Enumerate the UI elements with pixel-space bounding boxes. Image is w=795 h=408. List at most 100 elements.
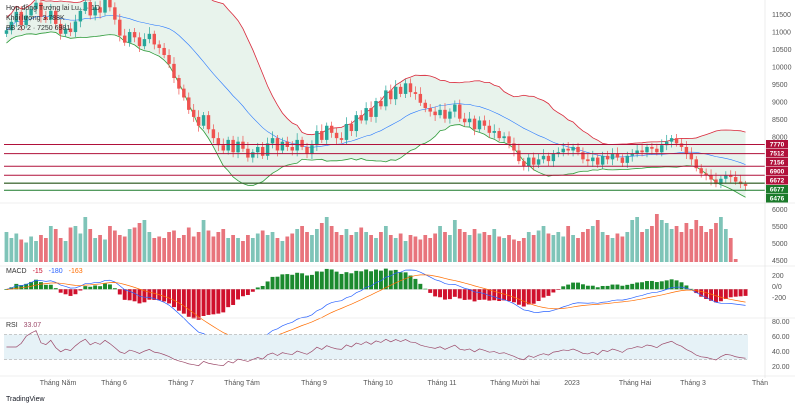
candle-body [640,150,644,153]
candle-body [660,145,664,153]
candle [610,148,615,166]
candle-body [108,0,112,8]
macd-histogram-bar [507,289,512,302]
macd-value-2: -180 [48,268,63,275]
candle-body [305,146,309,155]
macd-histogram-bar [68,289,73,296]
volume-bar [369,235,373,262]
price-tag [766,158,788,167]
macd-histogram-bar [83,286,88,290]
volume-bar [413,236,418,262]
macd-axis-label: -200 [772,295,786,302]
macd-histogram-bar [694,289,699,294]
macd-histogram-bar [359,271,364,290]
candle-body [191,109,196,117]
candle-body [704,173,708,176]
macd-histogram-bar [659,281,664,290]
price-axis-label: 11500 [772,12,791,19]
volume-bar [181,235,186,262]
candle [24,8,28,29]
macd-histogram-bar [576,282,580,290]
macd-histogram-bar [605,285,610,290]
volume-bar [595,220,600,262]
candle-body [152,33,157,45]
candle [29,5,33,20]
macd-histogram-bar [98,286,103,290]
candle-body [625,155,630,163]
candle [4,27,9,38]
volume-bar [605,235,610,262]
candle-body [98,7,102,13]
volume-bar [34,241,38,262]
volume-bar [507,235,511,262]
candle-body [118,19,122,36]
rsi-value: 33.07 [23,322,42,329]
candle [669,134,674,148]
rsi-axis-label: 20.00 [772,364,790,371]
candle [83,0,88,15]
candle-body [433,111,437,116]
candle [216,132,221,152]
candle-body [492,131,496,133]
volume-bar [117,235,122,262]
macd-histogram-bar [196,289,201,320]
volume-bar [669,229,674,262]
candle [182,84,186,101]
macd-histogram-bar [369,271,374,290]
volume-bar [497,236,502,262]
price-pane[interactable] [4,0,748,198]
volume-bar [73,226,78,262]
candle-body [729,175,733,178]
candle-body [24,15,28,25]
candle-body [142,39,147,47]
candle-body [541,155,546,160]
volume-bar [4,232,9,262]
candle [635,144,639,158]
candle [34,0,38,15]
candle [477,116,482,133]
candle [536,153,541,168]
candle [290,141,294,156]
symbol-label[interactable]: Hợp đồng Tương lai Lu... · 1D [6,5,100,12]
candle [196,110,201,132]
candle [256,142,260,159]
candle-body [113,7,117,20]
candle-body [334,132,339,139]
candle-body [4,30,9,34]
candle [172,57,176,83]
time-axis-label: Tháng 3 [680,380,706,387]
rsi-axis-label: 60.00 [772,334,790,341]
horizontal-price-levels[interactable]: 7770 7512 7156 6900 6672 6677 6476 [4,140,788,203]
rsi-band [4,334,748,360]
candle [280,137,285,154]
candle-body [531,157,536,165]
volume-bar [305,232,309,262]
macd-histogram-bar [236,289,241,300]
macd-histogram-bar [132,289,137,302]
candle-body [93,7,97,16]
rsi-line [6,330,746,367]
macd-histogram-bar [314,271,319,290]
macd-histogram-bar [556,289,561,290]
volume-bar [630,220,635,262]
candle [384,85,388,111]
candle-body [610,154,615,160]
macd-histogram-bar [78,289,83,291]
candle-body [295,139,299,151]
price-legend: Hợp đồng Tương lai Lu... · 1D Khối lượng… [6,4,100,34]
tradingview-logo[interactable]: TradingView [6,396,45,403]
candle-body [103,0,107,13]
volume-bar [280,241,285,262]
volume-bar [689,229,694,262]
price-axis-label: 10000 [772,65,792,72]
macd-histogram-bar [334,271,339,290]
candle-body [315,131,319,146]
macd-histogram-bar [571,282,576,290]
candle [403,79,408,98]
candle-body [561,148,565,153]
candle-body [339,138,344,140]
macd-histogram-bar [561,286,566,290]
price-axis-label: 9000 [772,100,788,107]
macd-histogram-bar [600,285,605,290]
